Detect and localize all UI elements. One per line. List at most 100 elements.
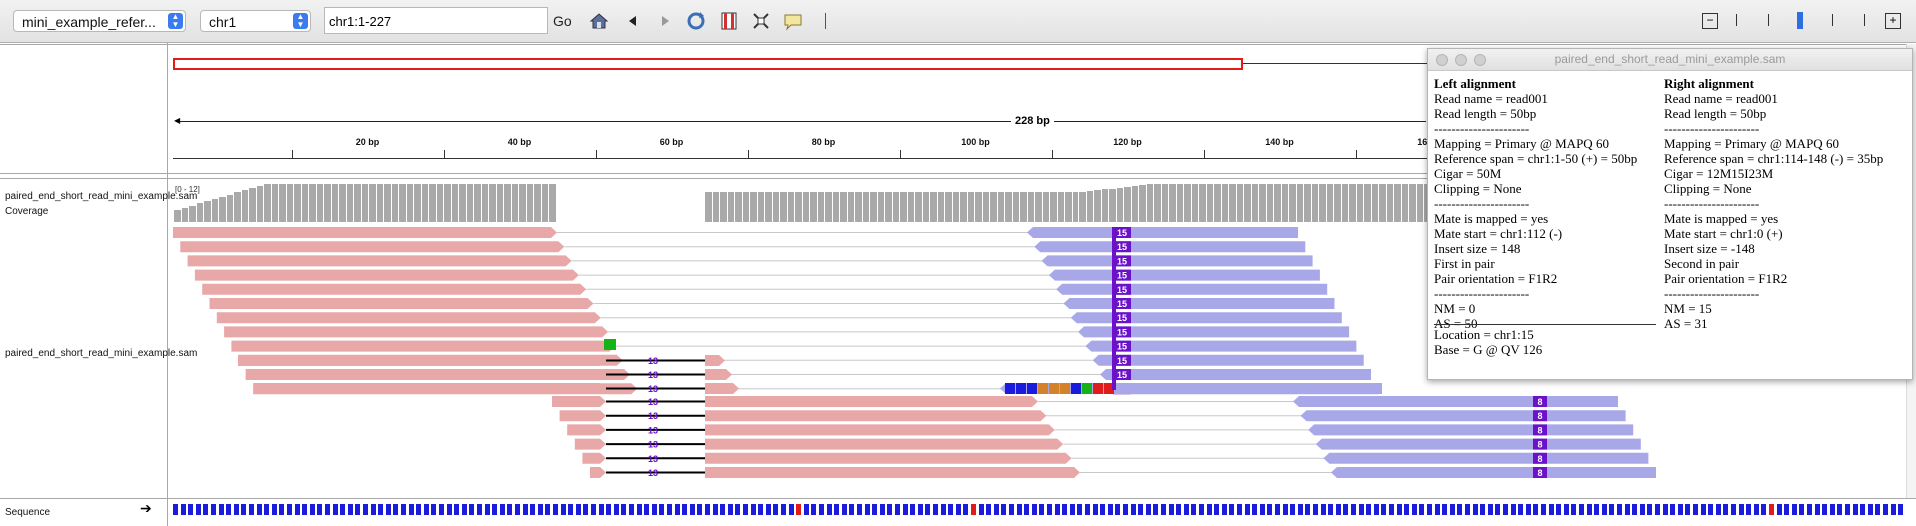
sequence-base[interactable] <box>1077 504 1083 515</box>
reverse-read[interactable] <box>1315 438 1641 450</box>
sequence-base[interactable] <box>294 504 300 515</box>
sequence-base[interactable] <box>644 504 650 515</box>
deletion-marker[interactable]: 13 <box>640 453 666 464</box>
coverage-bar[interactable] <box>435 184 443 222</box>
deletion-marker[interactable]: 13 <box>640 410 666 421</box>
insertion-marker[interactable]: 15 <box>1113 354 1131 366</box>
reverse-read[interactable] <box>1027 227 1298 238</box>
coverage-bar[interactable] <box>1333 184 1341 222</box>
coverage-bar[interactable] <box>1348 184 1356 222</box>
coverage-bar[interactable] <box>929 192 937 222</box>
sequence-base[interactable] <box>948 504 954 515</box>
sequence-base[interactable] <box>1411 504 1417 515</box>
mismatch-marker[interactable]: 8 <box>1533 438 1547 450</box>
sequence-base[interactable] <box>636 504 642 515</box>
sequence-base[interactable] <box>469 504 475 515</box>
forward-read[interactable] <box>590 467 606 478</box>
sequence-base[interactable] <box>218 504 224 515</box>
mismatch-base[interactable] <box>1016 383 1026 394</box>
sequence-base[interactable] <box>1009 504 1014 515</box>
coverage-bar[interactable] <box>225 194 233 222</box>
sequence-base[interactable] <box>1639 504 1645 515</box>
zoom-out-button[interactable]: − <box>1702 13 1718 29</box>
sequence-base[interactable] <box>773 504 779 515</box>
reverse-read[interactable] <box>1070 312 1342 324</box>
coverage-bar[interactable] <box>345 184 353 222</box>
deletion-marker[interactable]: 13 <box>640 369 666 380</box>
sequence-base[interactable] <box>1024 504 1030 515</box>
zoom-tick[interactable] <box>1832 14 1833 26</box>
sequence-base[interactable] <box>667 504 672 515</box>
forward-read[interactable] <box>705 452 1072 464</box>
coverage-bar[interactable] <box>801 192 809 222</box>
sequence-base[interactable] <box>1069 504 1075 515</box>
forward-read[interactable] <box>231 340 616 352</box>
coverage-bar[interactable] <box>1085 191 1093 222</box>
sequence-base[interactable] <box>712 504 718 515</box>
back-icon[interactable] <box>622 10 644 32</box>
roi-icon[interactable] <box>718 10 740 32</box>
coverage-bar[interactable] <box>1355 184 1363 222</box>
coverage-bar[interactable] <box>1250 184 1258 222</box>
coverage-bar[interactable] <box>824 192 832 222</box>
sequence-base[interactable] <box>1275 504 1280 515</box>
sequence-base[interactable] <box>499 504 505 515</box>
deletion-marker[interactable]: 13 <box>640 355 666 366</box>
sequence-base[interactable] <box>1776 504 1782 515</box>
coverage-bar[interactable] <box>488 184 496 222</box>
sequence-base[interactable] <box>416 504 422 515</box>
coverage-bar[interactable] <box>996 192 1004 222</box>
sequence-base[interactable] <box>1472 504 1478 515</box>
sequence-base[interactable] <box>309 504 315 515</box>
sequence-base[interactable] <box>1867 504 1873 515</box>
coverage-bar[interactable] <box>1130 185 1138 222</box>
sequence-base[interactable] <box>1837 504 1843 515</box>
forward-read[interactable] <box>202 283 587 295</box>
sequence-base[interactable] <box>302 504 308 515</box>
sequence-base[interactable] <box>1199 504 1204 515</box>
coverage-bar[interactable] <box>420 184 428 222</box>
coverage-bar[interactable] <box>876 192 884 222</box>
sequence-base[interactable] <box>1427 504 1432 515</box>
sequence-base[interactable] <box>1822 504 1828 515</box>
sequence-base[interactable] <box>1556 504 1562 515</box>
coverage-bar[interactable] <box>428 184 436 222</box>
mismatch-marker[interactable]: 8 <box>1533 410 1547 422</box>
coverage-bar[interactable] <box>1235 184 1243 222</box>
sequence-track-label[interactable]: Sequence <box>5 507 51 518</box>
current-region-box[interactable] <box>173 58 1243 70</box>
coverage-bar[interactable] <box>405 184 413 222</box>
sequence-base[interactable] <box>454 504 460 515</box>
forward-read[interactable] <box>180 241 565 253</box>
sequence-base[interactable] <box>682 504 688 515</box>
sequence-base[interactable] <box>515 504 520 515</box>
sequence-base[interactable] <box>1100 504 1106 515</box>
deletion-marker[interactable]: 13 <box>640 396 666 407</box>
coverage-bar[interactable] <box>338 184 346 222</box>
sequence-base[interactable] <box>1054 504 1060 515</box>
sequence-base[interactable] <box>1632 504 1638 515</box>
coverage-bar[interactable] <box>749 192 757 222</box>
coverage-bar[interactable] <box>981 192 989 222</box>
coverage-bar[interactable] <box>1423 184 1431 222</box>
sequence-base[interactable] <box>1434 504 1440 515</box>
coverage-bar[interactable] <box>1265 184 1273 222</box>
sequence-base[interactable] <box>431 504 437 515</box>
mismatch-base[interactable] <box>1060 383 1070 394</box>
coverage-bar[interactable] <box>1175 184 1183 222</box>
sequence-base[interactable] <box>1404 504 1410 515</box>
coverage-bar[interactable] <box>959 192 967 222</box>
sequence-base[interactable] <box>879 504 885 515</box>
sequence-base[interactable] <box>1510 504 1516 515</box>
sequence-base[interactable] <box>241 504 247 515</box>
zoom-slider-thumb[interactable] <box>1797 12 1803 29</box>
mismatch-column[interactable] <box>1112 227 1116 390</box>
coverage-bar[interactable] <box>771 192 779 222</box>
coverage-bar[interactable] <box>966 192 974 222</box>
reverse-read[interactable] <box>1034 241 1306 253</box>
sequence-base[interactable] <box>226 504 232 515</box>
coverage-bar[interactable] <box>195 203 203 222</box>
mismatch-marker[interactable]: 8 <box>1533 396 1547 407</box>
sequence-base[interactable] <box>1807 504 1812 515</box>
coverage-bar[interactable] <box>1205 184 1213 222</box>
